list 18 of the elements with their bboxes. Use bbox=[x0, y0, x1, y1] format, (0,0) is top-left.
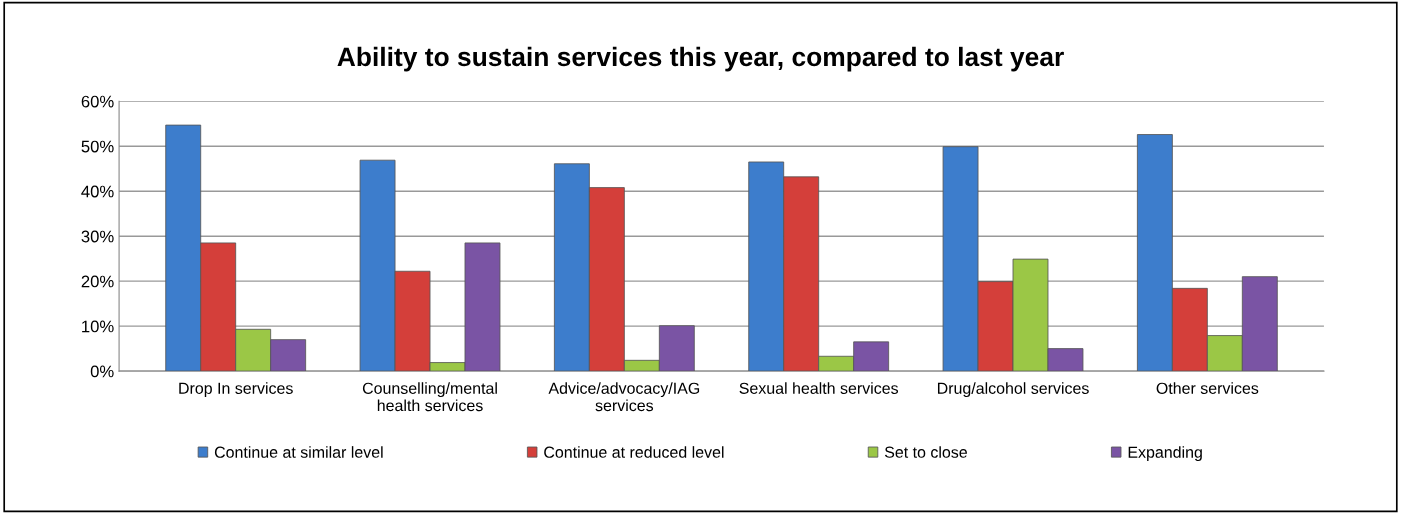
y-tick-label: 0% bbox=[90, 365, 114, 378]
chart-title: Ability to sustain services this year, compared to last year bbox=[337, 46, 1064, 72]
y-tick-label: 40% bbox=[81, 185, 114, 198]
legend-label: Set to close bbox=[884, 446, 967, 458]
x-tick-label: Sexual health services bbox=[739, 382, 899, 394]
x-tick-label: Drop In services bbox=[179, 382, 293, 398]
legend-label: Expanding bbox=[1128, 446, 1202, 462]
legend-label: Continue at similar level bbox=[214, 446, 383, 458]
y-tick-label: 30% bbox=[81, 230, 114, 243]
x-tick-label: Other services bbox=[1156, 382, 1259, 394]
y-tick-label: 10% bbox=[82, 320, 114, 333]
x-tick-label: Advice/advocacy/IAG services bbox=[548, 382, 700, 412]
y-tick-label: 60% bbox=[81, 95, 114, 108]
y-tick-label: 50% bbox=[81, 140, 114, 153]
x-tick-label: Counselling/mental health services bbox=[362, 382, 497, 412]
y-tick-label: 20% bbox=[81, 275, 114, 288]
legend-label: Continue at reduced level bbox=[544, 446, 724, 458]
x-tick-label: Drug/alcohol services bbox=[937, 382, 1089, 398]
